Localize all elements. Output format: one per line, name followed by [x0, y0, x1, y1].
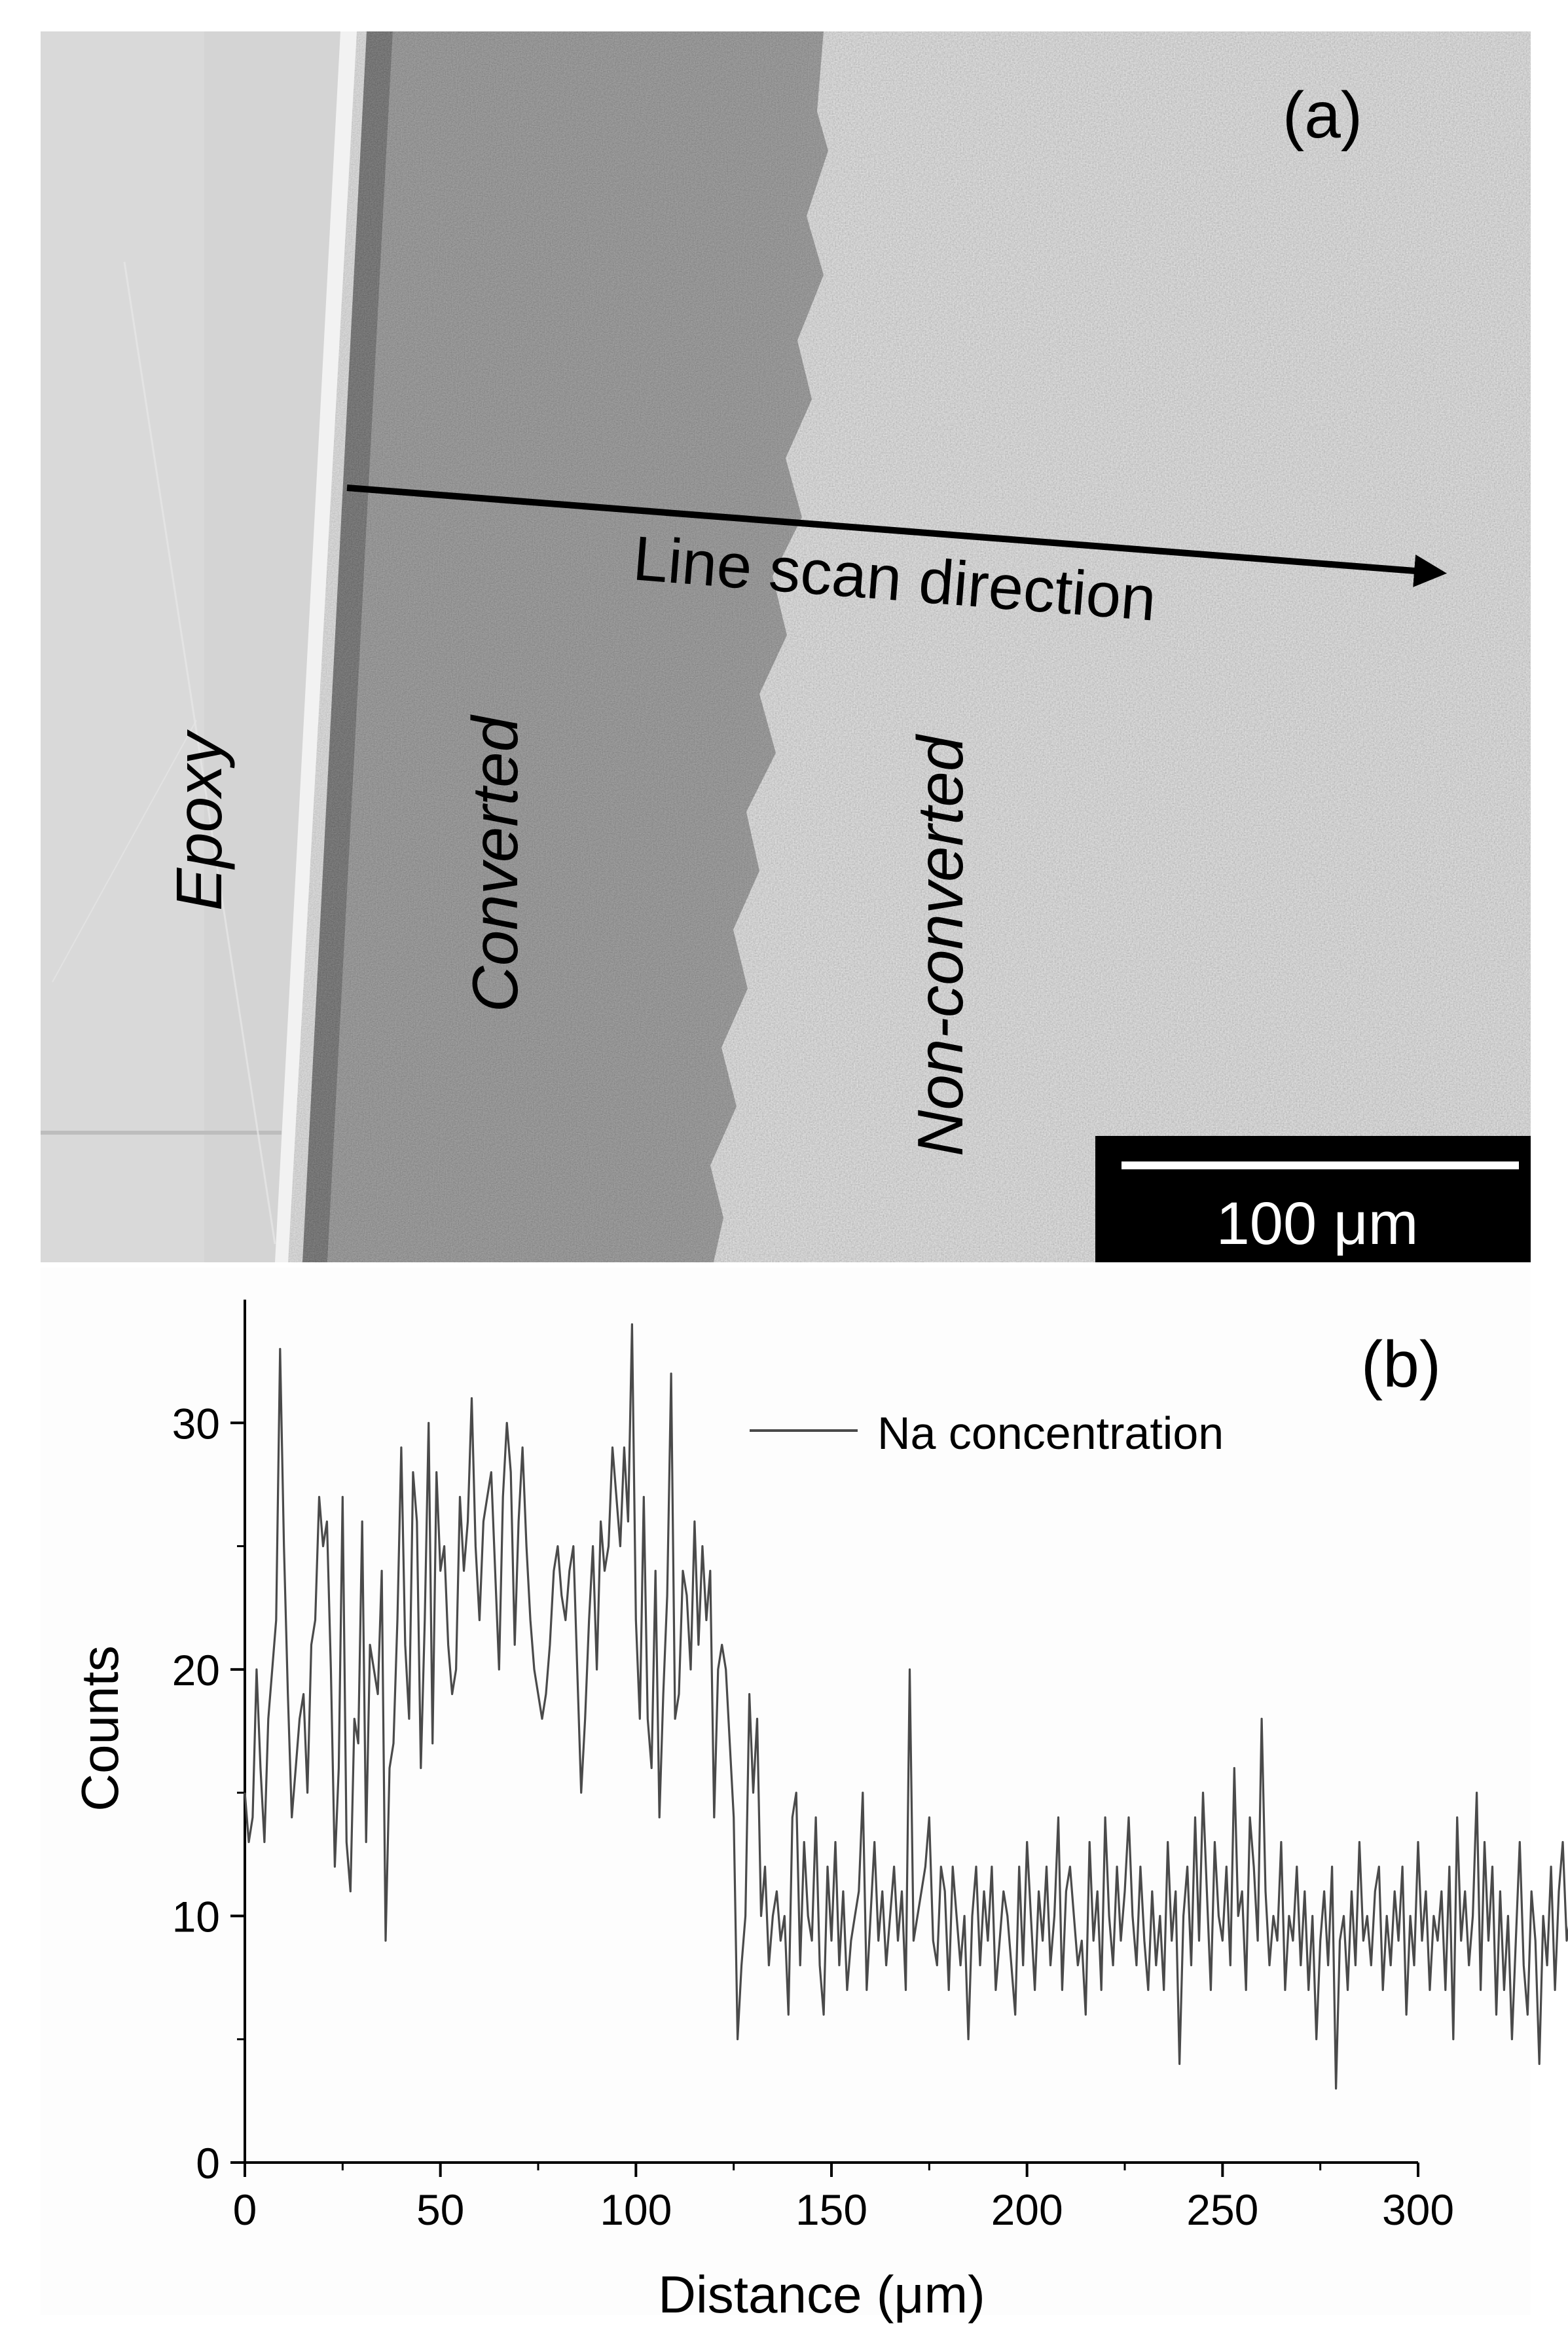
- scale-bar-box: [1095, 1136, 1531, 1262]
- epoxy-highlight: [41, 31, 204, 1262]
- line-scan-chart: (b) 0 50 100 150 200 250 300 0 10 20 30 Na concent…: [71, 1300, 1568, 2324]
- y-tick-label: 0: [196, 2139, 220, 2187]
- x-tick-label: 300: [1382, 2185, 1454, 2234]
- x-tick-label: 200: [991, 2185, 1063, 2234]
- chart-background: [41, 1268, 1531, 2315]
- x-tick-label: 250: [1186, 2185, 1258, 2234]
- x-tick-label: 100: [600, 2185, 672, 2234]
- x-tick-label: 150: [795, 2185, 867, 2234]
- line-scan-arrow: [346, 484, 1447, 587]
- sem-micrograph-panel: (a) Line scan direction Epoxy Converted …: [41, 31, 1531, 1262]
- y-tick-label: 10: [172, 1892, 220, 1941]
- region-label-non-converted: Non-converted: [904, 733, 976, 1156]
- x-tick-label: 0: [233, 2185, 257, 2234]
- region-label-epoxy: Epoxy: [163, 729, 235, 911]
- chart-ticks: 0 50 100 150 200 250 300 0 10 20 30: [172, 1399, 1454, 2234]
- y-axis-label: Counts: [71, 1645, 129, 1811]
- epoxy-scratch: [123, 261, 276, 1245]
- panel-label-b: (b): [1361, 1328, 1441, 1401]
- chart-legend: Na concentration: [750, 1408, 1224, 1459]
- na-concentration-line: [244, 1323, 1568, 2090]
- x-axis-label: Distance (μm): [658, 2265, 985, 2324]
- non-converted-texture: [710, 31, 1531, 1262]
- region-label-converted: Converted: [459, 714, 531, 1012]
- epoxy-scratch: [52, 720, 197, 983]
- scale-bar-label: 100 μm: [1216, 1190, 1419, 1257]
- panel-label-a: (a): [1283, 79, 1362, 152]
- legend-label-na: Na concentration: [877, 1408, 1224, 1459]
- y-tick-label: 30: [172, 1399, 220, 1448]
- y-tick-label: 20: [172, 1646, 220, 1694]
- x-tick-label: 50: [416, 2185, 464, 2234]
